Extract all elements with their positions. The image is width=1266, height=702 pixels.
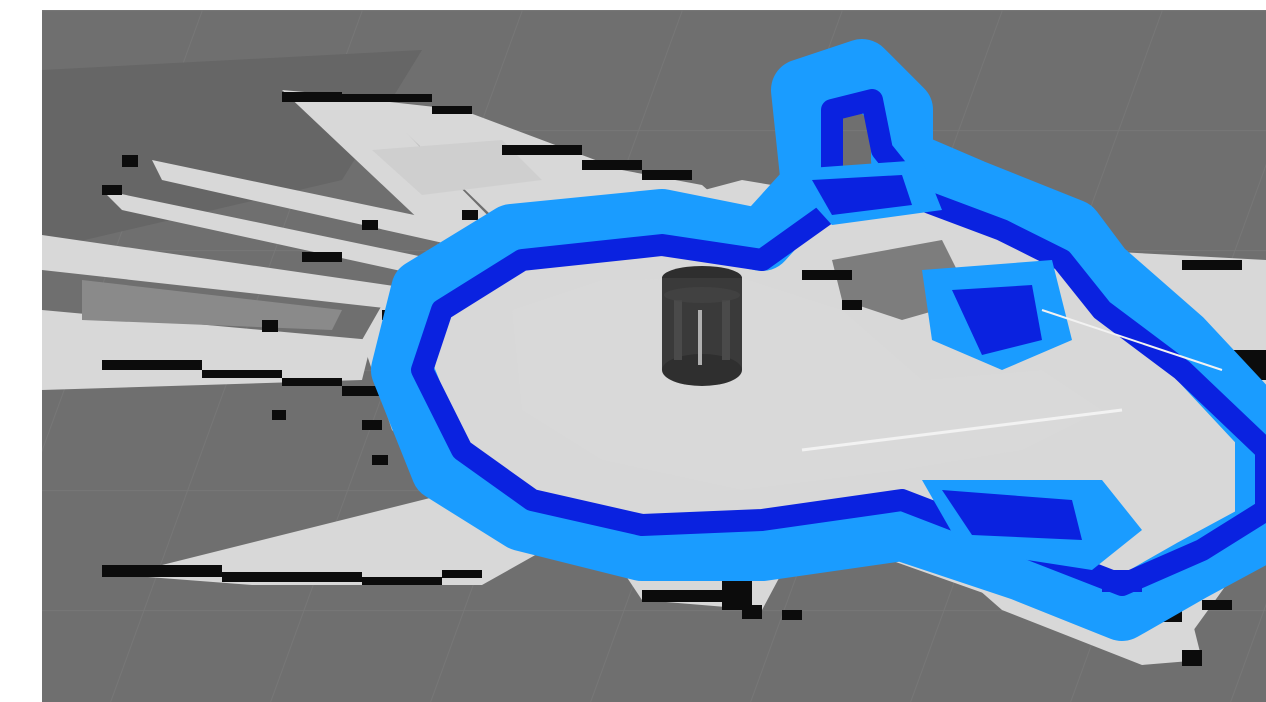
costmap-inflation-inner: [411, 89, 1266, 596]
free-space-inner: [512, 278, 1102, 490]
unknown-patch: [372, 140, 542, 195]
map-viewport-3d[interactable]: [42, 10, 1266, 702]
obstacle-cells: [102, 92, 1266, 666]
trajectory-line: [801, 408, 1123, 452]
costmap-inflation-patches: [782, 160, 1142, 592]
unknown-patch: [82, 280, 342, 330]
occupancy-grid-canvas[interactable]: [42, 10, 1266, 702]
trajectory-line: [1041, 309, 1223, 371]
costmap-inflation-outer: [371, 39, 1266, 641]
robot-icon[interactable]: [662, 266, 742, 386]
